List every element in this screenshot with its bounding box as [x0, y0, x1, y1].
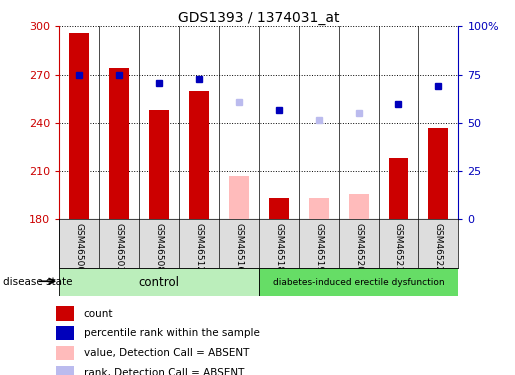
Text: GSM46516: GSM46516	[234, 223, 243, 272]
Bar	[259, 268, 458, 296]
Text: GSM46503: GSM46503	[115, 223, 124, 272]
Text: control: control	[139, 276, 180, 289]
Title: GDS1393 / 1374031_at: GDS1393 / 1374031_at	[178, 11, 339, 25]
Text: GSM46519: GSM46519	[314, 223, 323, 272]
Bar	[59, 268, 259, 296]
Text: GSM46508: GSM46508	[154, 223, 163, 272]
Bar	[109, 68, 129, 219]
Text: value, Detection Call = ABSENT: value, Detection Call = ABSENT	[84, 348, 249, 358]
Text: GSM46520: GSM46520	[354, 223, 363, 272]
Bar	[56, 326, 75, 340]
Text: disease state: disease state	[3, 277, 72, 287]
Bar	[308, 198, 329, 219]
Bar	[149, 110, 169, 219]
Text: percentile rank within the sample: percentile rank within the sample	[84, 328, 260, 338]
Bar	[388, 158, 408, 219]
Text: rank, Detection Call = ABSENT: rank, Detection Call = ABSENT	[84, 368, 244, 375]
Bar	[56, 346, 75, 360]
Bar	[229, 176, 249, 219]
Bar	[269, 198, 289, 219]
Bar	[56, 366, 75, 375]
Text: GSM46521: GSM46521	[394, 223, 403, 272]
Text: diabetes-induced erectile dysfunction: diabetes-induced erectile dysfunction	[273, 278, 444, 286]
Bar	[349, 194, 369, 219]
Bar	[189, 91, 209, 219]
Bar	[56, 306, 75, 321]
Text: GSM46500: GSM46500	[75, 223, 83, 272]
Bar	[69, 33, 89, 219]
Text: GSM46518: GSM46518	[274, 223, 283, 272]
Text: GSM46512: GSM46512	[195, 223, 203, 272]
Text: GSM46522: GSM46522	[434, 223, 443, 272]
Bar	[428, 128, 449, 219]
Text: count: count	[84, 309, 113, 319]
